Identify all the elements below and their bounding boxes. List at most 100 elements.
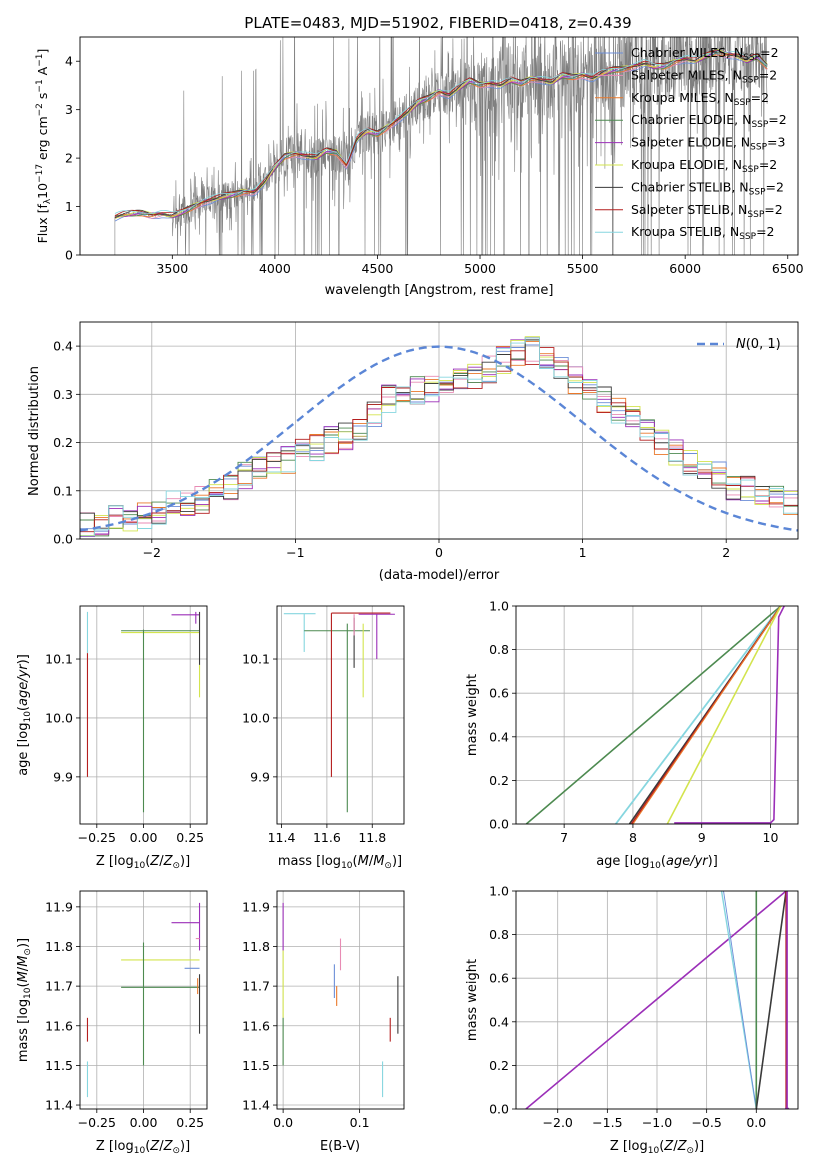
normal-curve (80, 345, 798, 532)
axes-frame: −0.25 0.00 0.25 11.4 11.5 11.6 11.7 11.8 11.9 Z [… (16, 890, 208, 1156)
label-part: ⊙ (384, 861, 392, 871)
y-tick-label: 4 (65, 54, 73, 69)
x-axis-label: mass [log10(M/M⊙)] (278, 854, 402, 871)
y-tick-label: 11.8 (242, 939, 270, 954)
cumulative-line (632, 606, 782, 824)
y-axis-label: Normed distribution (27, 366, 42, 496)
label-part: ( (145, 1139, 150, 1154)
axes-frame: −2.0 −1.5 −1.0 −0.5 0.0 0.0 0.2 0.4 0.6 0.8 1.0 Z [… (465, 884, 799, 1156)
y-tick-label: 0 (65, 248, 73, 263)
label-part: Z [log (610, 1139, 648, 1154)
axes-age-vs-Z: −0.25 0.00 0.259.910.010.1Z [log10(Z/Z⊙)]a… (16, 605, 208, 871)
label-part: ⊙ (686, 1146, 694, 1156)
label-part: Chabrier STELIB, N (631, 179, 749, 194)
y-tick-label: 9.9 (53, 769, 73, 784)
cumulative-line (674, 606, 785, 824)
y-tick-label: 1.0 (489, 599, 509, 614)
plot-area (282, 902, 399, 1098)
label-part: Chabrier ELODIE, N (631, 112, 751, 127)
label-part: ( (661, 854, 666, 869)
label-part: 10 (35, 183, 50, 199)
label-part: λ (43, 198, 53, 204)
axes-border (79, 36, 799, 256)
label-part: =2 (760, 45, 778, 60)
axes-frame: −0.25 0.00 0.259.910.010.1Z [log10(Z/Z⊙)]a… (16, 605, 208, 871)
chart-title: PLATE=0483, MJD=51902, FIBERID=0418, z=0… (244, 14, 631, 32)
label-part: Salpeter STELIB, N (631, 202, 747, 217)
x-axis-label: age [log10(age/yr)] (596, 854, 718, 871)
label-part: SSP (747, 210, 764, 220)
label-part: Kroupa ELODIE, N (631, 157, 742, 172)
label-part: Z (163, 1139, 174, 1154)
y-axis-label: mass weight (465, 674, 480, 756)
axes-mass-vs-Z: −0.25 0.00 0.25 11.4 11.5 11.6 11.7 11.8 11.9 Z [… (16, 890, 208, 1156)
label-part: M (358, 854, 369, 869)
label-part: Salpeter MILES, N (631, 67, 742, 82)
y-tick-label: 11.6 (242, 1018, 270, 1033)
x-tick-label: 0.25 (176, 1115, 204, 1130)
label-part: ] (35, 49, 50, 54)
x-tick-label: −2 (143, 545, 161, 560)
plot-area (525, 606, 785, 824)
y-tick-label: 0.6 (489, 971, 509, 986)
y-tick-label: 3 (65, 102, 73, 117)
y-tick-label: 0.2 (489, 1058, 509, 1073)
y-tick-label: 2 (65, 151, 73, 166)
x-tick-label: 0.1 (350, 1115, 370, 1130)
y-tick-label: 0.3 (53, 387, 73, 402)
x-tick-label: −0.25 (78, 1115, 116, 1130)
axes-border (276, 890, 405, 1110)
label-part: SSP (742, 165, 759, 175)
y-tick-label: 0.2 (53, 435, 73, 450)
label-part: =2 (759, 67, 777, 82)
x-tick-label: 4500 (362, 261, 394, 276)
label-part: −1 (35, 54, 45, 67)
label-part: 10 (23, 987, 33, 999)
y-tick-label: 11.6 (45, 1018, 73, 1033)
label-part: / (159, 1139, 164, 1154)
label-part: Chabrier MILES, N (631, 45, 743, 60)
x-tick-label: 5000 (464, 261, 496, 276)
label-part: mass [log (16, 999, 31, 1062)
label-part: SSP (743, 53, 760, 63)
label-part: Kroupa STELIB, N (631, 224, 739, 239)
observed-spectrum (114, 37, 768, 255)
label-part: SSP (749, 187, 766, 197)
legend-label: Chabrier ELODIE, NSSP=2 (631, 112, 787, 130)
label-part: / (673, 1139, 678, 1154)
x-tick-label: 0 (435, 545, 443, 560)
label-part: s (35, 93, 50, 104)
x-axis-label: (data-model)/error (379, 568, 500, 583)
label-part: −1 (35, 79, 45, 92)
label-part: age [log (16, 723, 31, 776)
y-tick-label: 0.0 (53, 532, 73, 547)
axes-mass-vs-ebv: 0.0 0.1 11.4 11.5 11.6 11.7 11.8 11.9 E(B-V) (242, 890, 405, 1154)
y-tick-label: 11.4 (242, 1098, 270, 1113)
label-part: Z [log (96, 854, 134, 869)
y-tick-label: 0.8 (489, 927, 509, 942)
axes-frame: 3500 4000 4500 5000 5500 6000 6500 0 1 2 3 4 wavelen… (35, 36, 804, 298)
plot-area (283, 612, 395, 813)
x-axis-label: E(B-V) (320, 1139, 360, 1154)
label-part: −17 (35, 164, 45, 183)
x-tick-label: 6500 (772, 261, 804, 276)
axes-spectrum: 3500 4000 4500 5000 5500 6000 6500 0 1 2 3 4 wavelen… (35, 36, 804, 298)
x-tick-label: 0.25 (176, 830, 204, 845)
y-axis-label: mass [log10(M/M⊙)] (16, 938, 33, 1062)
label-part: )] (708, 854, 718, 869)
label-part: erg cm (35, 116, 50, 164)
label-part: N (736, 337, 746, 352)
x-tick-label: 3500 (156, 261, 188, 276)
label-part: age/yr (666, 854, 709, 869)
x-axis-label: Z [log10(Z/Z⊙)] (96, 854, 190, 871)
x-axis-label: wavelength [Angstrom, rest frame] (325, 283, 554, 298)
cumulative-line (755, 891, 787, 1109)
legend-label: Kroupa STELIB, NSSP=2 (631, 224, 775, 242)
y-tick-label: 10.0 (45, 710, 73, 725)
label-part: =2 (766, 179, 784, 194)
cumulative-line (525, 891, 787, 1109)
y-axis-label: Flux [fλ10−17 erg cm−2 s−1 A−1] (35, 49, 53, 244)
y-tick-label: 11.7 (242, 979, 270, 994)
